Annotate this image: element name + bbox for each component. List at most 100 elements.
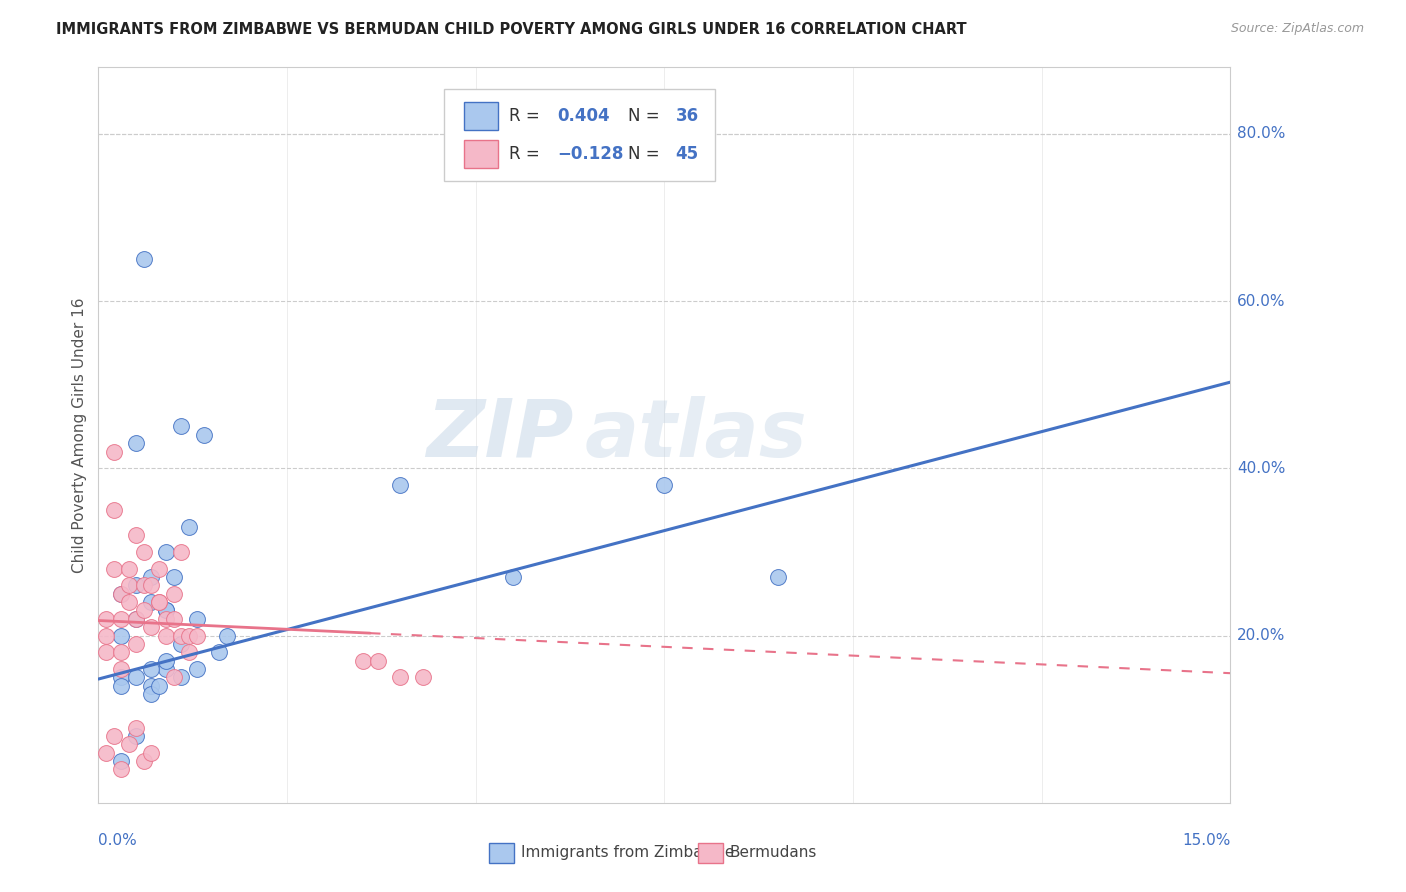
Point	[117, 595, 139, 609]
FancyBboxPatch shape	[699, 843, 723, 863]
Point	[132, 252, 155, 267]
Point	[155, 612, 177, 626]
Text: 40.0%: 40.0%	[1237, 461, 1285, 475]
Point	[155, 603, 177, 617]
Text: N =: N =	[628, 145, 665, 162]
Point	[215, 628, 238, 642]
Text: R =: R =	[509, 145, 546, 162]
Point	[141, 578, 163, 592]
Text: atlas: atlas	[585, 396, 808, 474]
Point	[186, 662, 208, 676]
Point	[170, 419, 193, 434]
Text: Bermudans: Bermudans	[730, 846, 817, 861]
Point	[141, 662, 163, 676]
Text: 45: 45	[676, 145, 699, 162]
Text: ZIP: ZIP	[426, 396, 574, 474]
Point	[110, 762, 132, 776]
FancyBboxPatch shape	[464, 103, 498, 130]
Text: 60.0%: 60.0%	[1237, 293, 1285, 309]
Point	[110, 645, 132, 659]
Point	[148, 562, 170, 576]
Point	[652, 478, 676, 492]
Point	[170, 670, 193, 684]
Text: Immigrants from Zimbabwe: Immigrants from Zimbabwe	[520, 846, 734, 861]
Point	[141, 679, 163, 693]
Point	[412, 670, 434, 684]
Point	[94, 612, 117, 626]
Point	[94, 645, 117, 659]
Point	[163, 612, 186, 626]
Point	[103, 562, 125, 576]
Text: 20.0%: 20.0%	[1237, 628, 1285, 643]
Point	[186, 612, 208, 626]
Point	[141, 595, 163, 609]
Point	[170, 545, 193, 559]
Point	[148, 679, 170, 693]
Point	[141, 746, 163, 760]
Point	[163, 670, 186, 684]
Point	[155, 654, 177, 668]
Point	[125, 578, 148, 592]
Point	[177, 628, 200, 642]
Point	[141, 620, 163, 634]
Point	[125, 612, 148, 626]
Point	[155, 545, 177, 559]
Point	[110, 670, 132, 684]
Point	[177, 520, 200, 534]
Text: IMMIGRANTS FROM ZIMBABWE VS BERMUDAN CHILD POVERTY AMONG GIRLS UNDER 16 CORRELAT: IMMIGRANTS FROM ZIMBABWE VS BERMUDAN CHI…	[56, 22, 967, 37]
Text: 0.404: 0.404	[557, 107, 609, 125]
Point	[94, 746, 117, 760]
Point	[117, 562, 139, 576]
Point	[94, 628, 117, 642]
Text: 0.0%: 0.0%	[98, 833, 138, 848]
Text: 36: 36	[676, 107, 699, 125]
Point	[177, 645, 200, 659]
Point	[110, 628, 132, 642]
Point	[141, 687, 163, 701]
Text: 80.0%: 80.0%	[1237, 127, 1285, 141]
Point	[208, 645, 231, 659]
Point	[148, 595, 170, 609]
Point	[110, 587, 132, 601]
Point	[352, 654, 374, 668]
Point	[132, 754, 155, 768]
Point	[163, 570, 186, 584]
FancyBboxPatch shape	[489, 843, 513, 863]
Point	[141, 570, 163, 584]
Point	[125, 436, 148, 450]
Point	[170, 637, 193, 651]
Point	[186, 628, 208, 642]
Text: 15.0%: 15.0%	[1182, 833, 1230, 848]
Point	[132, 545, 155, 559]
Point	[766, 570, 789, 584]
Point	[125, 528, 148, 542]
Point	[110, 754, 132, 768]
Text: Source: ZipAtlas.com: Source: ZipAtlas.com	[1230, 22, 1364, 36]
Point	[155, 603, 177, 617]
Point	[155, 628, 177, 642]
Point	[155, 662, 177, 676]
Text: R =: R =	[509, 107, 546, 125]
Point	[125, 721, 148, 735]
Point	[103, 444, 125, 458]
Point	[110, 679, 132, 693]
Point	[389, 670, 412, 684]
Point	[132, 578, 155, 592]
Point	[110, 612, 132, 626]
Point	[103, 503, 125, 517]
Point	[163, 587, 186, 601]
Point	[148, 595, 170, 609]
Point	[132, 603, 155, 617]
Point	[125, 612, 148, 626]
Point	[389, 478, 412, 492]
Text: −0.128: −0.128	[557, 145, 623, 162]
Point	[117, 578, 139, 592]
Point	[117, 737, 139, 751]
Y-axis label: Child Poverty Among Girls Under 16: Child Poverty Among Girls Under 16	[72, 297, 87, 573]
Point	[170, 628, 193, 642]
Point	[110, 587, 132, 601]
Point	[103, 729, 125, 743]
Text: N =: N =	[628, 107, 665, 125]
Point	[193, 427, 215, 442]
Point	[367, 654, 389, 668]
